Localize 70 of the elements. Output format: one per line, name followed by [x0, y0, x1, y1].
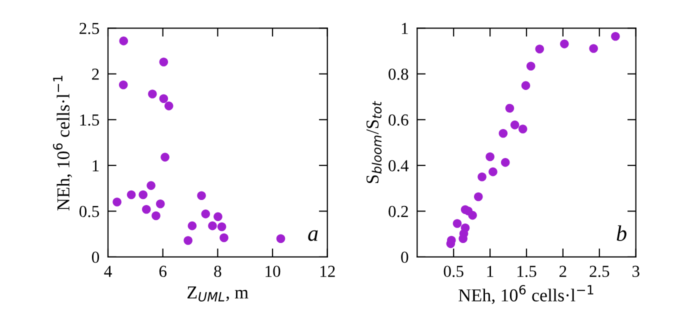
y-tick-label: 0 [401, 252, 408, 263]
x-tick-label: 3 [632, 266, 640, 278]
point [518, 124, 528, 134]
point [611, 32, 620, 41]
point [452, 219, 462, 228]
point [498, 129, 508, 138]
point [589, 44, 598, 53]
point [184, 236, 192, 245]
y-tick-label: 0.2 [388, 206, 408, 218]
x-tick-label: 10 [266, 266, 280, 278]
x-tick-label: 2.5 [590, 266, 610, 278]
point [478, 172, 486, 182]
point [486, 152, 494, 162]
x-tick-label: 2 [560, 266, 566, 277]
y-axis-title: S$_{bloom}$/S$_{tot}$ [366, 100, 382, 184]
point [214, 212, 222, 222]
point [535, 44, 544, 54]
point [526, 62, 536, 71]
x-tick-label: 6 [159, 266, 167, 278]
point [152, 211, 160, 220]
point [118, 80, 128, 90]
point [119, 36, 128, 46]
x-tick-label: 12 [320, 266, 335, 277]
y-tick-label: 2.5 [80, 22, 100, 34]
point [460, 223, 470, 232]
y-tick-label: 1.5 [80, 114, 100, 126]
y-tick-label: 0.5 [79, 206, 100, 218]
point [560, 40, 569, 48]
point [208, 221, 217, 230]
y-tick-label: 0.8 [388, 68, 408, 80]
point [126, 190, 136, 200]
point [146, 181, 156, 190]
y-tick-label: 1 [92, 160, 99, 172]
x-tick-label: 1.5 [518, 266, 536, 278]
point [159, 58, 168, 66]
x-tick-label: 4 [104, 266, 112, 277]
point [510, 120, 520, 130]
annotation: a [308, 230, 318, 241]
point [159, 94, 168, 104]
y-axis-title: NEh, 10$^{6}$ cells·l$^{−1}$ [53, 76, 72, 210]
point [217, 222, 226, 232]
point [474, 192, 483, 202]
point [142, 204, 151, 214]
y-tick-label: 0.4 [388, 160, 409, 172]
point [500, 158, 510, 167]
y-tick-label: 2 [92, 68, 99, 80]
y-tick-label: 0.6 [388, 114, 408, 126]
point [468, 210, 477, 220]
point [276, 234, 286, 244]
annotation: b [616, 225, 626, 241]
x-tick-label: 1 [487, 266, 494, 277]
point [160, 152, 170, 162]
point [488, 167, 498, 176]
point [201, 210, 210, 218]
x-axis-title: NEh, 10$^{6}$ cells·l$^{−1}$ [458, 284, 594, 304]
point [156, 199, 165, 208]
point [138, 190, 148, 200]
y-tick-label: 0 [92, 252, 100, 263]
x-axis-title: Z$_{UML}$, m [187, 286, 248, 302]
point [220, 233, 228, 242]
point [197, 191, 206, 200]
point [188, 221, 197, 230]
point [521, 81, 530, 90]
y-tick-label: 1 [402, 22, 408, 34]
x-tick-label: 8 [214, 266, 222, 278]
point [164, 102, 174, 110]
point [505, 104, 514, 113]
point [112, 198, 122, 206]
point [148, 90, 157, 98]
x-tick-label: 0.5 [444, 266, 464, 278]
